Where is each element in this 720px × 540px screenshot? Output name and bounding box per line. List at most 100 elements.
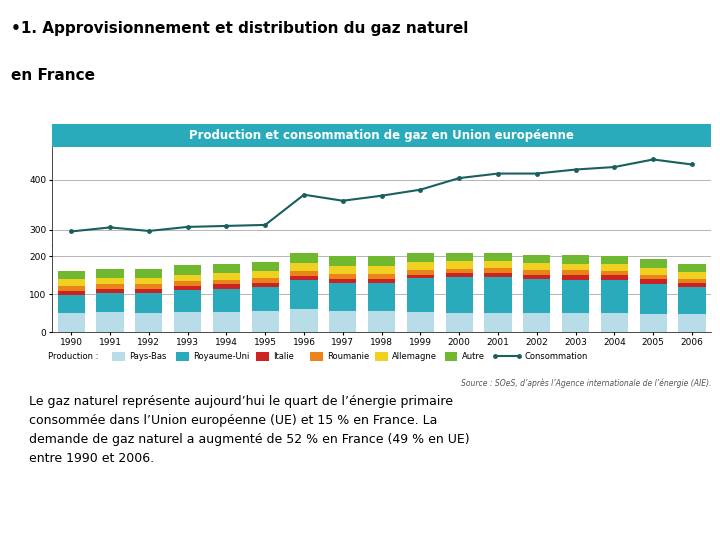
Bar [174,289,201,313]
Bar [485,268,512,273]
Bar [58,295,85,313]
Bar [213,280,240,285]
Text: Production :: Production : [48,352,99,361]
Bar [58,313,85,332]
Bar [213,312,240,332]
Bar [678,283,706,287]
Bar [96,278,124,285]
Bar [174,274,201,281]
Text: Pays-Bas: Pays-Bas [129,352,166,361]
Text: en France: en France [11,68,95,83]
Bar [329,283,356,311]
Bar [368,283,395,311]
Bar [600,264,628,271]
Bar [639,314,667,332]
Bar [251,262,279,271]
Text: Allemagne: Allemagne [392,352,437,361]
Bar [485,313,512,332]
Bar [135,269,163,278]
Bar [407,253,434,262]
Bar [639,268,667,274]
Bar [562,313,589,332]
Bar [678,265,706,272]
Bar [678,279,706,283]
Bar [407,278,434,313]
Text: Source : SOeS, d’après l’Agence internationale de l’énergie (AIE).: Source : SOeS, d’après l’Agence internat… [461,378,711,388]
Bar [639,274,667,279]
Bar [251,278,279,282]
Bar [485,277,512,313]
Bar [96,313,124,332]
Bar [407,269,434,274]
Text: Autre: Autre [462,352,485,361]
Bar [407,274,434,278]
Bar [290,253,318,263]
Bar [58,279,85,286]
Bar [639,284,667,314]
Text: Consommation: Consommation [524,352,588,361]
Bar [174,266,201,274]
Bar [523,274,550,279]
Bar [213,273,240,280]
Bar [678,287,706,314]
Bar [251,311,279,332]
Bar [523,254,550,263]
Bar [174,281,201,286]
Bar [174,313,201,332]
Bar [368,266,395,274]
Text: Le gaz naturel représente aujourd’hui le quart de l’énergie primaire
consommée d: Le gaz naturel représente aujourd’hui le… [29,395,469,465]
Bar [290,280,318,309]
Bar [446,313,473,332]
Bar [329,266,356,274]
Bar [213,264,240,273]
Bar [329,311,356,332]
Bar [251,271,279,278]
Text: Roumanie: Roumanie [328,352,370,361]
Bar [135,278,163,285]
Bar [562,280,589,313]
Bar [485,253,512,261]
Bar [368,311,395,332]
Bar [485,261,512,268]
Bar [290,276,318,280]
Bar [678,272,706,279]
Bar [562,255,589,264]
Bar [678,314,706,332]
Bar [58,286,85,291]
Bar [290,271,318,276]
Bar [600,275,628,280]
Bar [407,262,434,269]
Bar [368,274,395,279]
Bar [368,255,395,266]
Bar [96,285,124,289]
Bar [290,309,318,332]
Bar [290,263,318,271]
Text: En Mtep: En Mtep [52,136,89,145]
Bar [639,259,667,268]
Bar [213,285,240,288]
Bar [96,289,124,294]
Bar [446,268,473,273]
Bar [446,273,473,277]
Bar [251,282,279,287]
Bar [600,313,628,332]
Bar [329,274,356,279]
Bar [58,291,85,295]
Bar [523,263,550,269]
Bar [135,289,163,293]
Bar [368,279,395,283]
Bar [639,279,667,284]
Bar [329,255,356,266]
Bar [135,285,163,289]
Text: Royaume-Uni: Royaume-Uni [194,352,250,361]
Bar [600,255,628,264]
Bar [485,273,512,277]
Bar [600,280,628,313]
Bar [523,279,550,313]
Bar [407,313,434,332]
Text: Production et consommation de gaz en Union européenne: Production et consommation de gaz en Uni… [189,129,574,142]
Bar [446,261,473,268]
Bar [523,269,550,274]
Text: Italie: Italie [274,352,294,361]
Bar [562,275,589,280]
